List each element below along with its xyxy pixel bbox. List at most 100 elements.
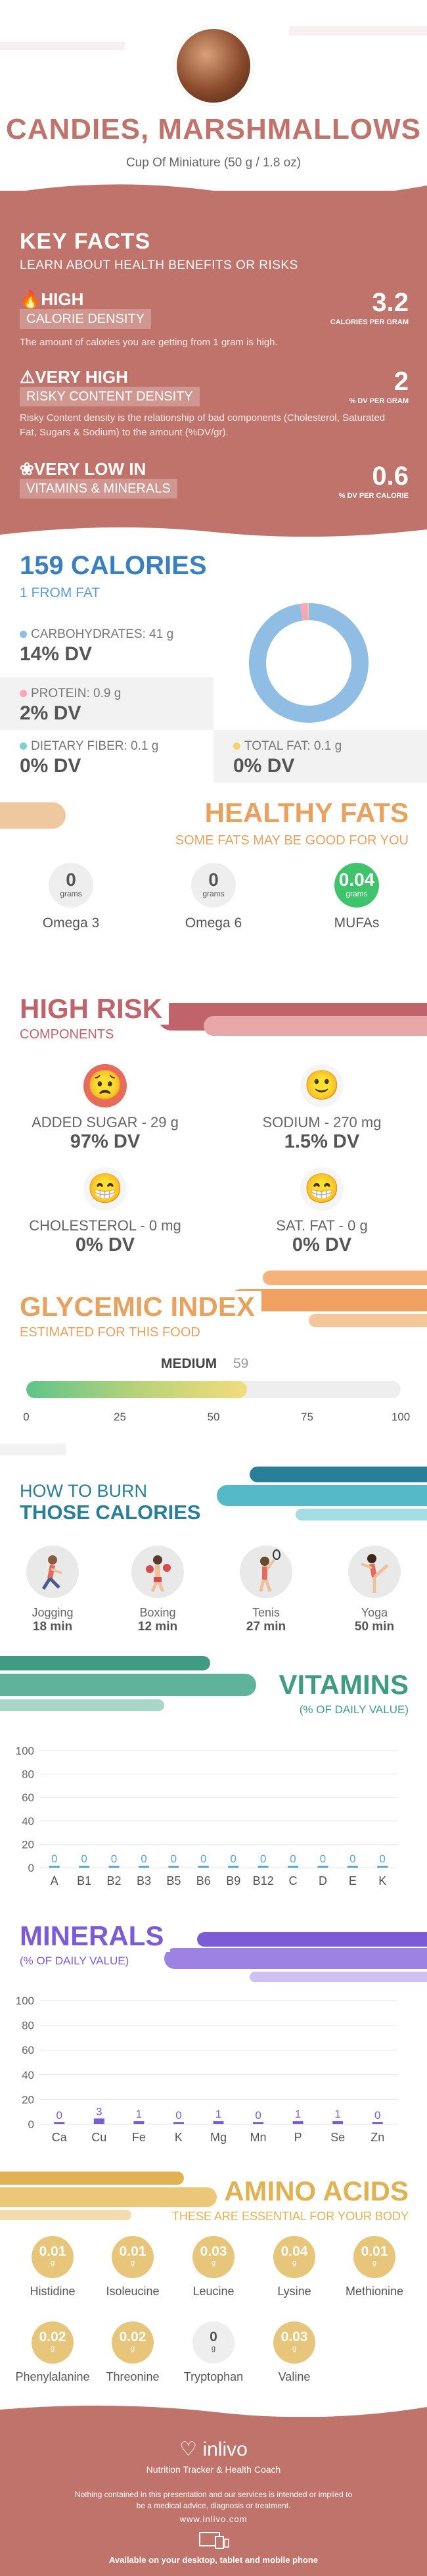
- donut-slice-carbohydrates: [249, 603, 369, 723]
- risky-density-value: 2: [393, 367, 409, 396]
- bar-value-label: 1: [215, 2108, 221, 2120]
- bar-E: [347, 1866, 358, 1868]
- x-tick-label: Mn: [250, 2131, 267, 2144]
- fiber-dot: [20, 742, 27, 750]
- glycemic-tick: 0: [23, 1411, 30, 1423]
- glycemic-tick: 25: [114, 1411, 126, 1423]
- activity-yoga: Yoga 50 min: [325, 1545, 424, 1634]
- bar-value-label: 1: [334, 2108, 340, 2120]
- bar-A: [49, 1866, 60, 1868]
- bar-value-label: 0: [349, 1853, 355, 1865]
- bar-value-label: 0: [230, 1853, 236, 1865]
- calories-title: 159 CALORIES: [20, 551, 207, 580]
- deco-stripe: [0, 2187, 217, 2207]
- website-link[interactable]: www.inlivo.com: [179, 2514, 248, 2524]
- glycemic-track: [26, 1381, 401, 1398]
- bar-B3: [138, 1866, 149, 1868]
- brand-logo[interactable]: ♡ inlivo: [179, 2439, 248, 2460]
- carb-dot: [20, 631, 27, 638]
- bar-B5: [168, 1866, 179, 1868]
- bar-K: [377, 1866, 388, 1868]
- nutrient-carbohydrates: CARBOHYDRATES: 41 g 14% DV: [20, 627, 174, 665]
- deco-stripe: [217, 1485, 427, 1506]
- deco-stripe: [0, 2172, 184, 2185]
- deco-stripe: [0, 1674, 256, 1696]
- vitamins-bar-chart: 100 80 60 40 20 0 0 A 0 B1 0 B2 0 B3 0 B5 0 B6 0 B9 0 B12 0 C 0 D…: [16, 1745, 397, 1887]
- risk-cholesterol: 😁 CHOLESTEROL - 0 mg 0% DV: [7, 1167, 204, 1256]
- macro-donut-chart: [249, 603, 369, 723]
- bar-value-label: 0: [255, 2109, 261, 2122]
- minerals-bar-chart: 100 80 60 40 20 0 0 Ca 3 Cu 1 Fe 0 K 1 Mg 0 Mn 1 P 1 Se 0 Zn: [16, 1995, 397, 2144]
- x-tick-label: A: [51, 1874, 58, 1887]
- wave-bottom: [0, 523, 427, 537]
- x-tick-label: B3: [137, 1874, 151, 1887]
- footer: ♡ inlivo Nutrition Tracker & Health Coac…: [0, 2417, 427, 2576]
- y-tick-label: 60: [22, 2044, 34, 2056]
- deco-stripe: [0, 1656, 210, 1670]
- deco-stripe: [309, 1314, 427, 1327]
- activity-boxing: Boxing 12 min: [108, 1545, 207, 1634]
- x-tick-label: B12: [253, 1874, 274, 1887]
- bar-B9: [228, 1866, 239, 1868]
- glycemic-tick: 50: [207, 1411, 220, 1423]
- high-risk-title: HIGH RISK: [20, 993, 169, 1025]
- amino-histidine: 0.01 g Histidine: [13, 2236, 92, 2298]
- bar-value-label: 0: [51, 1853, 57, 1865]
- bar-C: [288, 1866, 299, 1868]
- amino-tryptophan: 0 g Tryptophan: [174, 2321, 253, 2384]
- amino-subtitle: THESE ARE ESSENTIAL FOR YOUR BODY: [171, 2210, 409, 2223]
- amino-leucine: 0.03 g Leucine: [174, 2236, 253, 2298]
- bar-D: [317, 1866, 328, 1868]
- vitamins-title: VITAMINS: [272, 1669, 409, 1701]
- y-tick-label: 80: [22, 1768, 34, 1781]
- calorie-density-unit: CALORIES PER GRAM: [330, 318, 409, 326]
- risky-density-desc: Risky Content density is the relationshi…: [20, 412, 386, 438]
- deco-stripe: [250, 1467, 427, 1482]
- x-tick-label: C: [289, 1874, 298, 1887]
- deco-stripe: [289, 26, 427, 36]
- jogging-icon: [26, 1545, 79, 1598]
- glycemic-tick: 75: [301, 1411, 313, 1423]
- bar-K: [173, 2122, 184, 2124]
- bar-value-label: 3: [96, 2105, 102, 2118]
- amino-methionine: 0.01 g Methionine: [335, 2236, 414, 2298]
- fat-omega6: 0 grams Omega 6: [164, 863, 263, 931]
- x-tick-label: P: [294, 2131, 302, 2144]
- deco-stripe: [0, 1699, 164, 1711]
- amino-title: AMINO ACIDS: [217, 2175, 409, 2207]
- vitamins-label: VITAMINS & MINERALS: [20, 479, 177, 498]
- burn-title-1: HOW TO BURN: [20, 1481, 148, 1501]
- bar-value-label: 0: [200, 1853, 206, 1865]
- y-tick-label: 20: [22, 2093, 34, 2106]
- x-tick-label: B2: [107, 1874, 122, 1887]
- x-tick-label: E: [349, 1874, 357, 1887]
- nutrient-protein: PROTEIN: 0.9 g 2% DV: [0, 677, 214, 730]
- healthy-fats-subtitle: SOME FATS MAY BE GOOD FOR YOU: [175, 833, 409, 848]
- vitamins-unit: % DV PER CALORIE: [338, 492, 409, 500]
- bar-B6: [198, 1866, 209, 1868]
- bar-B12: [258, 1866, 269, 1868]
- activity-jogging: Jogging 18 min: [3, 1545, 102, 1634]
- vitamins-value: 0.6: [372, 462, 409, 491]
- sad-face-icon: 😟: [83, 1064, 127, 1107]
- burn-title-2: THOSE CALORIES: [20, 1501, 201, 1524]
- calorie-density-level: 🔥HIGH: [20, 289, 84, 309]
- x-tick-label: B6: [196, 1874, 211, 1887]
- bar-Ca: [54, 2122, 65, 2124]
- risky-density-level: ⚠VERY HIGH: [20, 367, 128, 387]
- amino-phenylalanine: 0.02 g Phenylalanine: [13, 2321, 92, 2384]
- bar-Mn: [253, 2122, 264, 2124]
- y-tick-label: 100: [16, 1745, 34, 1757]
- nutrient-fiber: DIETARY FIBER: 0.1 g 0% DV: [20, 739, 159, 777]
- bar-P: [292, 2121, 303, 2124]
- bar-value-label: 0: [260, 1853, 266, 1865]
- bar-B1: [79, 1866, 90, 1868]
- calories-subtitle: 1 FROM FAT: [20, 585, 101, 600]
- x-tick-label: Se: [330, 2131, 345, 2144]
- devices-icon: [197, 2530, 230, 2550]
- deco-stripe: [250, 1972, 427, 1982]
- calorie-density-value: 3.2: [372, 288, 409, 317]
- bar-Mg: [213, 2121, 224, 2124]
- y-tick-label: 20: [22, 1838, 34, 1851]
- smile-face-icon: 🙂: [300, 1064, 344, 1107]
